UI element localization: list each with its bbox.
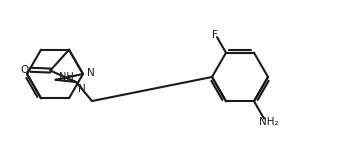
- Text: NH: NH: [59, 72, 73, 82]
- Text: N: N: [78, 84, 86, 94]
- Text: NH₂: NH₂: [259, 117, 279, 127]
- Text: N: N: [87, 68, 95, 78]
- Text: O: O: [20, 65, 28, 75]
- Text: F: F: [212, 30, 217, 40]
